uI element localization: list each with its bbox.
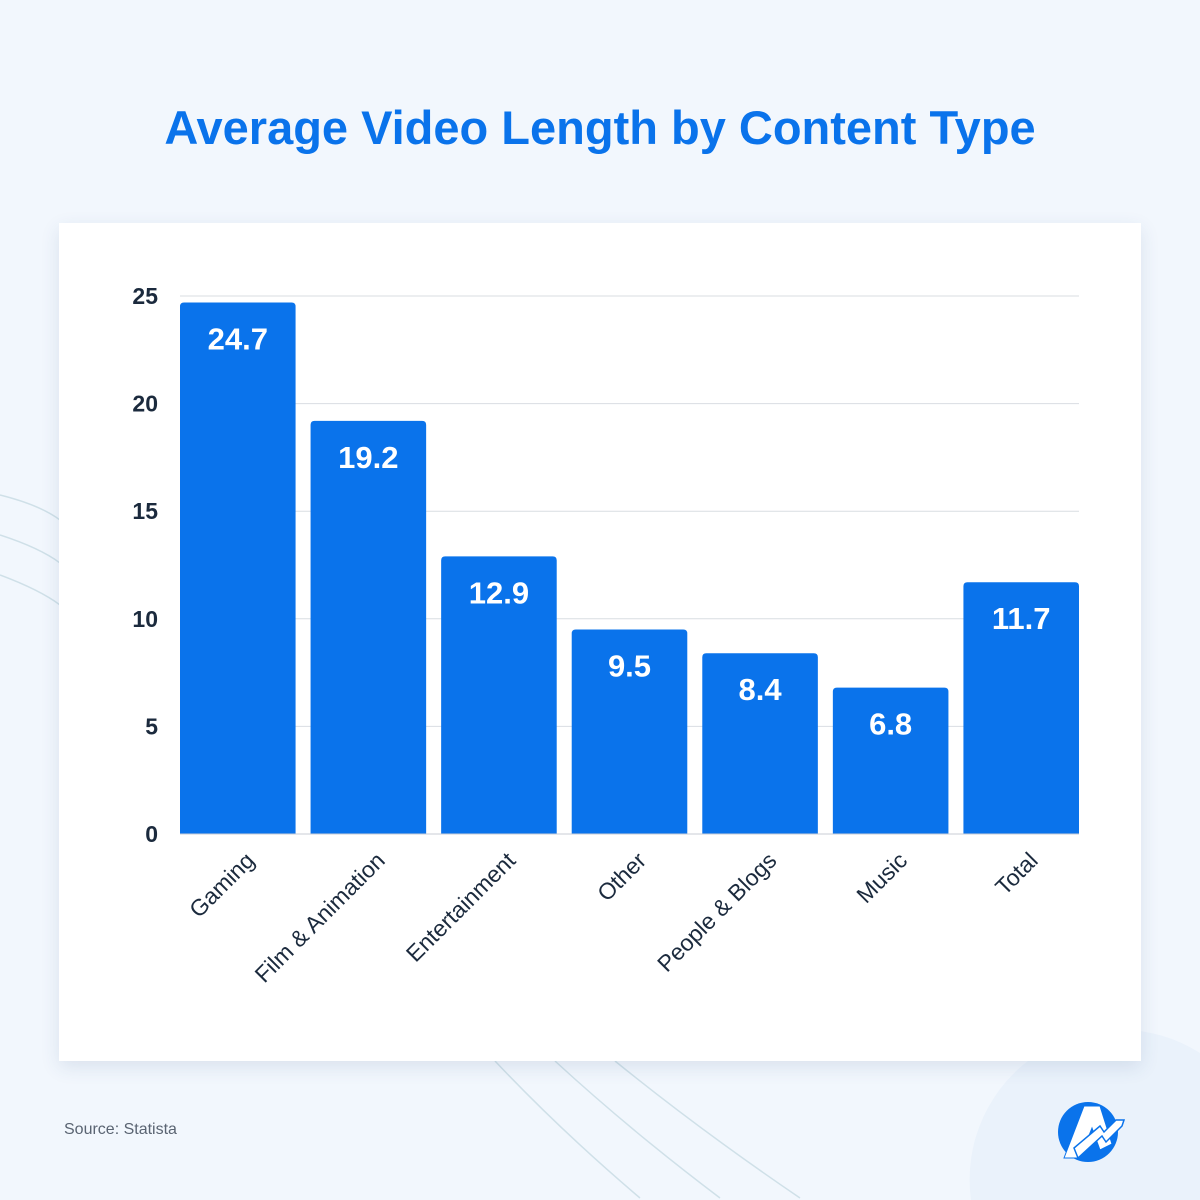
x-tick-label: Entertainment <box>401 847 521 967</box>
data-label: 6.8 <box>869 707 912 742</box>
data-label: 19.2 <box>338 440 398 475</box>
y-tick-label: 0 <box>145 821 158 847</box>
bar <box>310 420 427 834</box>
x-tick-label: People & Blogs <box>652 847 782 977</box>
data-label: 11.7 <box>992 601 1051 636</box>
bar <box>441 556 557 834</box>
y-tick-label: 20 <box>132 391 158 417</box>
source-text: Source: Statista <box>64 1121 177 1138</box>
bar <box>702 653 818 834</box>
data-label: 9.5 <box>608 649 651 684</box>
bar <box>571 629 688 834</box>
logo-icon <box>1058 1102 1126 1162</box>
y-tick-label: 25 <box>132 283 158 309</box>
y-tick-label: 10 <box>132 606 158 632</box>
chart-title: Average Video Length by Content Type <box>164 101 1036 154</box>
x-tick-label: Gaming <box>184 847 259 922</box>
x-tick-label: Total <box>990 847 1043 900</box>
y-tick-label: 5 <box>145 713 158 739</box>
data-label: 24.7 <box>208 321 268 356</box>
data-label: 12.9 <box>469 575 529 610</box>
x-tick-label: Music <box>851 847 912 908</box>
data-label: 8.4 <box>739 672 783 707</box>
bar <box>963 582 1079 834</box>
bar <box>832 687 949 834</box>
y-tick-label: 15 <box>132 498 158 524</box>
bar <box>180 302 296 834</box>
x-tick-label: Other <box>592 847 651 906</box>
x-tick-label: Film & Animation <box>249 847 389 987</box>
